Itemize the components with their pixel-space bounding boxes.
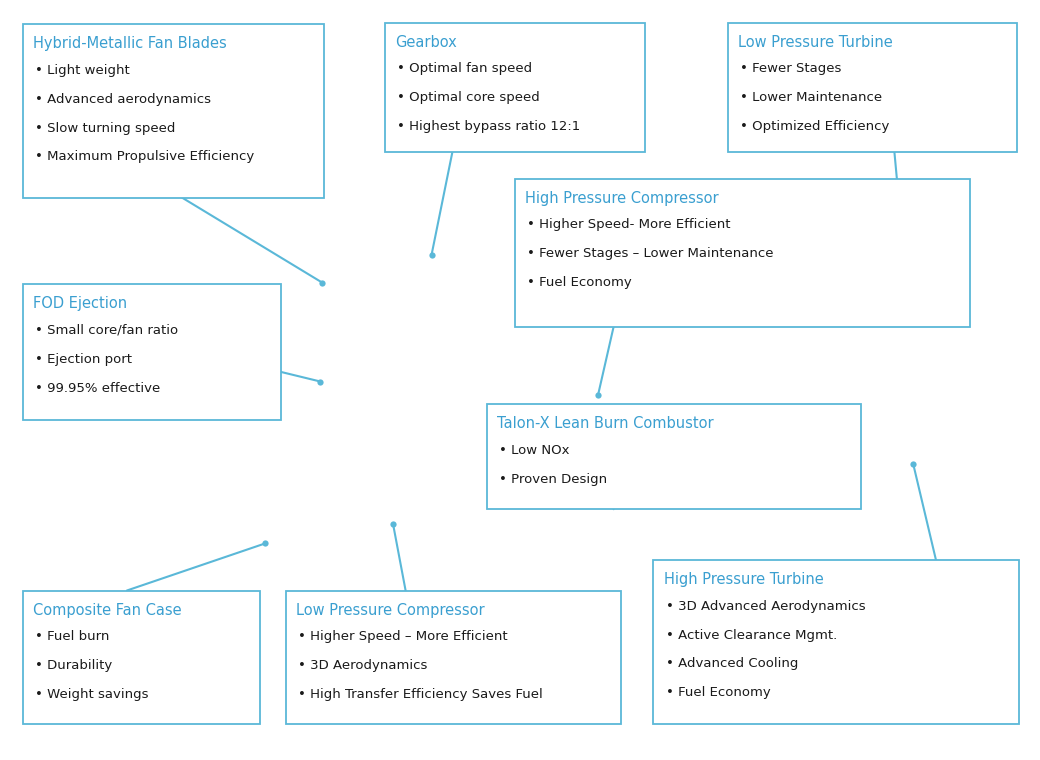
Text: • Highest bypass ratio 12:1: • Highest bypass ratio 12:1: [397, 120, 580, 133]
Text: • Fuel Economy: • Fuel Economy: [666, 686, 771, 699]
Text: • Weight savings: • Weight savings: [35, 688, 149, 701]
Text: High Pressure Compressor: High Pressure Compressor: [525, 191, 719, 206]
FancyBboxPatch shape: [23, 24, 324, 198]
Text: • Lower Maintenance: • Lower Maintenance: [740, 91, 883, 104]
Text: • 3D Aerodynamics: • 3D Aerodynamics: [298, 659, 427, 672]
Text: Low Pressure Compressor: Low Pressure Compressor: [296, 603, 485, 618]
FancyBboxPatch shape: [385, 23, 645, 152]
Text: • 99.95% effective: • 99.95% effective: [35, 382, 160, 394]
Text: • Proven Design: • Proven Design: [499, 473, 607, 486]
Text: • Low NOx: • Low NOx: [499, 444, 570, 457]
Text: • Higher Speed- More Efficient: • Higher Speed- More Efficient: [527, 218, 731, 231]
FancyBboxPatch shape: [515, 179, 970, 327]
Text: • Fuel burn: • Fuel burn: [35, 630, 110, 643]
Text: Hybrid-Metallic Fan Blades: Hybrid-Metallic Fan Blades: [33, 36, 227, 52]
FancyBboxPatch shape: [728, 23, 1017, 152]
Text: High Pressure Turbine: High Pressure Turbine: [664, 572, 824, 587]
Text: • Optimized Efficiency: • Optimized Efficiency: [740, 120, 890, 133]
Text: FOD Ejection: FOD Ejection: [33, 296, 128, 312]
Text: • Durability: • Durability: [35, 659, 112, 672]
FancyBboxPatch shape: [286, 591, 621, 724]
FancyBboxPatch shape: [653, 560, 1019, 724]
FancyBboxPatch shape: [23, 284, 281, 420]
Text: • High Transfer Efficiency Saves Fuel: • High Transfer Efficiency Saves Fuel: [298, 688, 543, 701]
Text: • Optimal fan speed: • Optimal fan speed: [397, 62, 532, 75]
Text: • Light weight: • Light weight: [35, 64, 130, 77]
FancyBboxPatch shape: [487, 404, 861, 509]
Text: • Advanced Cooling: • Advanced Cooling: [666, 657, 798, 670]
Text: Low Pressure Turbine: Low Pressure Turbine: [738, 35, 893, 50]
Text: Gearbox: Gearbox: [395, 35, 457, 50]
Text: • Advanced aerodynamics: • Advanced aerodynamics: [35, 93, 211, 106]
Text: • Ejection port: • Ejection port: [35, 353, 132, 366]
Text: • 3D Advanced Aerodynamics: • 3D Advanced Aerodynamics: [666, 600, 865, 613]
Text: • Active Clearance Mgmt.: • Active Clearance Mgmt.: [666, 629, 837, 641]
Text: • Higher Speed – More Efficient: • Higher Speed – More Efficient: [298, 630, 509, 643]
FancyBboxPatch shape: [23, 591, 260, 724]
Text: Composite Fan Case: Composite Fan Case: [33, 603, 182, 618]
Text: • Small core/fan ratio: • Small core/fan ratio: [35, 324, 179, 337]
Text: • Slow turning speed: • Slow turning speed: [35, 122, 176, 135]
Text: Talon-X Lean Burn Combustor: Talon-X Lean Burn Combustor: [497, 416, 713, 432]
Text: • Maximum Propulsive Efficiency: • Maximum Propulsive Efficiency: [35, 150, 255, 163]
Text: • Fewer Stages: • Fewer Stages: [740, 62, 841, 75]
Text: • Fuel Economy: • Fuel Economy: [527, 276, 632, 289]
Text: • Fewer Stages – Lower Maintenance: • Fewer Stages – Lower Maintenance: [527, 247, 774, 260]
Text: • Optimal core speed: • Optimal core speed: [397, 91, 540, 104]
